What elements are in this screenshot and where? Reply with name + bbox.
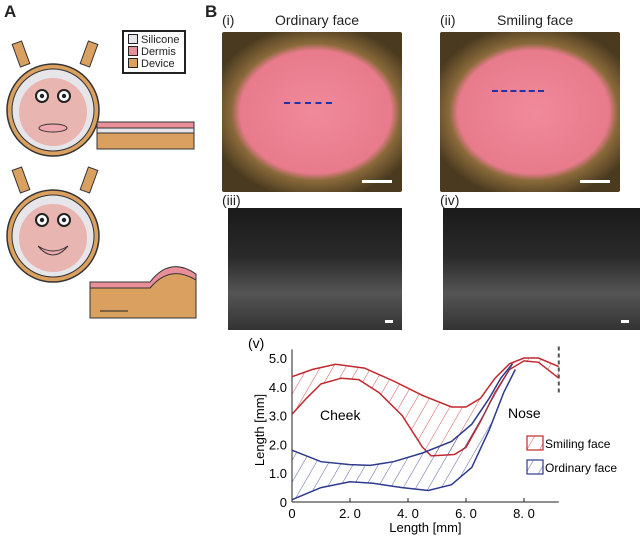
x-tick-label: 4. 0: [397, 506, 419, 521]
x-tick-label: 8. 0: [513, 506, 535, 521]
scale-bar: [580, 180, 610, 183]
swatch-icon: [128, 34, 138, 44]
photo-title-ordinary: Ordinary face: [275, 12, 360, 28]
legend-label: Smiling face: [545, 437, 611, 451]
scan-line: [284, 102, 332, 104]
scale-bar: [362, 180, 392, 183]
tag-ii: (ii): [440, 12, 456, 28]
series-lower-line: [291, 369, 516, 501]
x-tick-label: 2. 0: [339, 506, 361, 521]
swatch-icon: [128, 58, 138, 68]
legend-swatch: [526, 459, 544, 475]
x-tick-label: 6. 0: [455, 506, 477, 521]
annotation-nose: Nose: [508, 405, 541, 421]
panel-label-a: A: [4, 2, 17, 21]
oct-image-smiling: [443, 208, 640, 330]
face-device-ordinary: [6, 40, 100, 157]
x-axis-label: Length [mm]: [389, 520, 461, 535]
tag-i: (i): [222, 12, 235, 28]
y-tick-label: 3.0: [269, 409, 287, 424]
length-profile-chart: 0 2. 0 4. 0 6. 0 8. 0 0 1.0 2.0 3.0 4.0 5.0 Length …: [248, 335, 617, 535]
face-device-smiling: [6, 166, 100, 283]
legend-item: Silicone: [128, 34, 180, 46]
swatch-icon: [128, 46, 138, 56]
y-tick-label: 4.0: [269, 380, 287, 395]
oct-image-ordinary: [228, 208, 402, 330]
photo-smiling-face: [440, 32, 620, 192]
legend-item: Dermis: [128, 46, 180, 58]
legend-a: Silicone Dermis Device: [122, 30, 186, 74]
x-tick-label: 0: [288, 506, 295, 521]
cross-section-smiling: [89, 266, 197, 319]
tag-iv: (iv): [440, 192, 460, 208]
photo-title-smiling: Smiling face: [497, 12, 574, 28]
tag-iii: (iii): [222, 192, 241, 208]
device-schematic: [6, 40, 197, 319]
annotation-cheek: Cheek: [320, 407, 361, 423]
y-tick-label: 1.0: [269, 466, 287, 481]
y-tick-label: 5.0: [269, 351, 287, 366]
series-upper-line: [291, 357, 560, 408]
legend-label: Ordinary face: [545, 461, 617, 475]
legend-swatch: [526, 435, 544, 451]
photo-ordinary-face: [222, 32, 402, 192]
y-tick-label: 0: [280, 495, 287, 510]
hatched-band-1: [292, 363, 516, 500]
y-tick-label: 2.0: [269, 437, 287, 452]
legend-item: Device: [128, 58, 180, 70]
y-axis-label: Length [mm]: [252, 394, 267, 466]
series-upper-line: [291, 363, 513, 467]
cross-section-ordinary: [96, 121, 195, 150]
panel-label-b: B: [205, 2, 218, 21]
tag-v: (v): [248, 335, 264, 351]
scan-line: [492, 90, 544, 92]
